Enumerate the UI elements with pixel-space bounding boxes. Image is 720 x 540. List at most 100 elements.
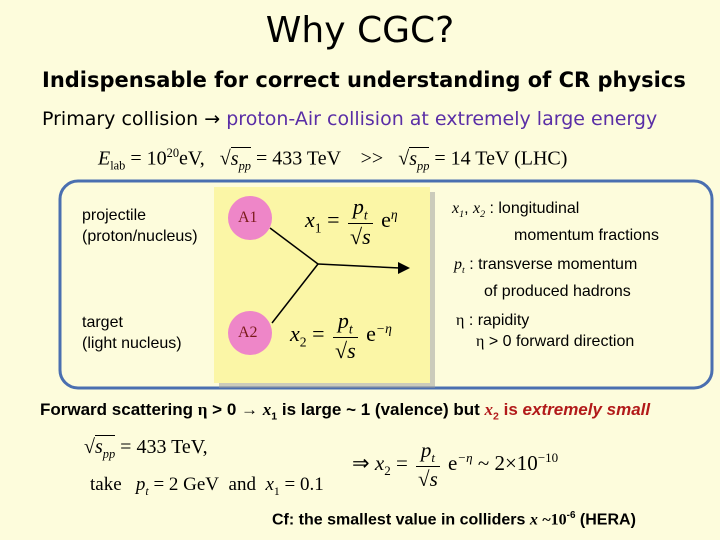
text: eV, bbox=[179, 147, 205, 170]
text: 20 bbox=[166, 146, 180, 160]
text: ~10 bbox=[542, 511, 567, 529]
text: = 10 bbox=[130, 147, 167, 170]
text: = 433 TeV bbox=[255, 147, 341, 170]
text: ⇒ bbox=[352, 450, 370, 475]
text: t bbox=[462, 265, 465, 277]
text: s bbox=[94, 436, 103, 458]
text: s bbox=[230, 147, 239, 170]
formula-part: √s bbox=[416, 466, 440, 492]
a1-circle bbox=[228, 196, 272, 240]
formula-part: √s bbox=[348, 223, 373, 250]
x2-estimate: ⇒ x2 = pt √s e−η ~ 2×10−10 bbox=[352, 438, 558, 492]
text: > 0 forward direction bbox=[488, 333, 635, 350]
text: is bbox=[503, 400, 518, 419]
text: η bbox=[476, 333, 485, 350]
text: t bbox=[431, 450, 435, 466]
text: η bbox=[456, 312, 465, 329]
text: , bbox=[464, 200, 469, 217]
formula-part: spp bbox=[409, 146, 430, 173]
text: t bbox=[348, 321, 353, 337]
text: −η bbox=[457, 449, 473, 465]
text: → bbox=[204, 108, 221, 130]
text: √ bbox=[398, 147, 410, 170]
text: √ bbox=[418, 467, 430, 492]
text: of produced hadrons bbox=[484, 283, 631, 301]
text: x bbox=[290, 321, 300, 347]
text: is large ~ 1 (valence) but bbox=[281, 400, 480, 419]
pt-definition: pt : transverse momentum of produced had… bbox=[454, 254, 637, 302]
text: proton-Air collision at extremely large … bbox=[226, 108, 658, 130]
text: x bbox=[305, 207, 315, 233]
text: x bbox=[529, 511, 538, 529]
text: 2 bbox=[384, 463, 391, 479]
text: 1 bbox=[271, 410, 278, 423]
text: = 433 TeV, bbox=[120, 436, 208, 458]
text: p bbox=[420, 438, 432, 462]
text: p bbox=[337, 308, 349, 333]
text: ~ 2×10 bbox=[477, 450, 538, 475]
text: s bbox=[429, 466, 438, 492]
text: (light nucleus) bbox=[82, 335, 182, 352]
text: = bbox=[312, 321, 325, 347]
text: = bbox=[395, 450, 408, 475]
text: x bbox=[452, 200, 460, 217]
text: : rapidity bbox=[468, 312, 530, 329]
text: x bbox=[484, 400, 494, 419]
formula-part: pt √s bbox=[416, 438, 440, 492]
text: √ bbox=[350, 224, 363, 250]
text: √ bbox=[335, 338, 348, 364]
formula-part: pt bbox=[421, 438, 435, 466]
text: projectile bbox=[82, 207, 147, 224]
text: and bbox=[228, 474, 256, 495]
text: −10 bbox=[537, 449, 559, 465]
text: x bbox=[472, 200, 481, 217]
text: : transverse momentum bbox=[469, 256, 638, 273]
x1-equation: x1 = pt √s eη bbox=[305, 194, 398, 250]
formula-part: pt √s bbox=[348, 194, 373, 250]
text: pp bbox=[417, 158, 430, 173]
text: t bbox=[145, 484, 149, 498]
text: p bbox=[135, 474, 146, 495]
text: 2 bbox=[493, 410, 499, 423]
take-line: take pt = 2 GeV and x1 = 0.1 bbox=[90, 474, 324, 499]
x2-equation: x2 = pt √s e−η bbox=[290, 308, 392, 364]
line bbox=[271, 263, 319, 324]
text: 2 bbox=[480, 209, 486, 221]
text: take bbox=[90, 474, 122, 495]
text: e bbox=[381, 207, 391, 233]
text: (proton/nucleus) bbox=[82, 228, 198, 245]
text: > 0 bbox=[212, 400, 237, 419]
x-definition: x1, x2 : longitudinal momentum fractions bbox=[452, 198, 659, 246]
text: lab bbox=[110, 158, 126, 173]
line bbox=[269, 227, 319, 265]
text: Cf: the smallest value in colliders bbox=[272, 511, 526, 529]
text: x bbox=[262, 400, 272, 419]
formula-part: pt √s bbox=[333, 308, 358, 364]
text: η bbox=[197, 400, 208, 419]
text: p bbox=[352, 194, 364, 219]
text: x bbox=[265, 474, 274, 495]
target-label: target (light nucleus) bbox=[82, 312, 182, 354]
text: √ bbox=[219, 147, 231, 170]
text: η bbox=[390, 206, 398, 222]
forward-line: Forward scattering η > 0 → x1 is large ~… bbox=[40, 400, 650, 422]
text: >> bbox=[360, 147, 384, 170]
heading: Indispensable for correct understanding … bbox=[42, 68, 686, 92]
formula-part: pt bbox=[338, 308, 353, 337]
subheading: Primary collision → proton-Air collision… bbox=[42, 108, 657, 130]
text: −η bbox=[375, 320, 392, 336]
text: pp bbox=[238, 158, 251, 173]
text: Primary collision bbox=[42, 108, 199, 130]
title: Why CGC? bbox=[265, 10, 455, 51]
text: e bbox=[448, 450, 458, 475]
formula-part: pt bbox=[353, 194, 368, 223]
text: t bbox=[363, 207, 368, 223]
line bbox=[317, 263, 401, 269]
text: s bbox=[347, 337, 356, 364]
formula-part: spp bbox=[94, 435, 116, 461]
text: s bbox=[409, 147, 417, 170]
eta-definition: η : rapidity η > 0 forward direction bbox=[456, 310, 634, 352]
text: s bbox=[362, 223, 371, 250]
